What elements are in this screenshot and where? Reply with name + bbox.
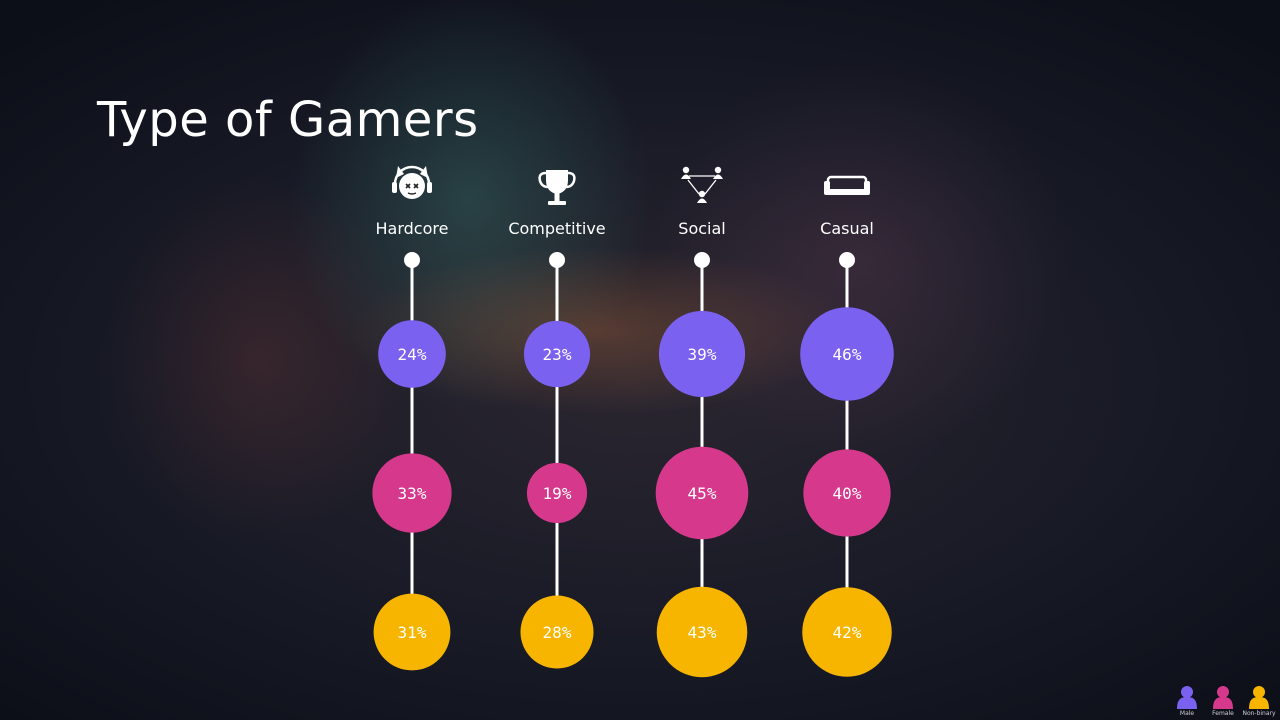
data-label: 31%	[398, 623, 427, 642]
bubble-non-binary	[802, 587, 892, 677]
trophy-icon	[538, 170, 576, 205]
sofa-icon	[824, 175, 870, 195]
category-label: Casual	[820, 219, 874, 238]
bubble-non-binary	[656, 586, 748, 678]
bubble-female	[372, 453, 452, 533]
bubble-male	[523, 320, 591, 388]
bubble-female	[526, 462, 588, 524]
legend-label: Female	[1212, 710, 1234, 717]
data-label: 43%	[688, 623, 717, 642]
column-social: Social 39% 45% 43%	[655, 166, 749, 678]
category-label: Hardcore	[376, 219, 449, 238]
network-icon	[681, 166, 723, 203]
bubble-male	[378, 320, 446, 388]
bubble-male	[658, 310, 746, 398]
data-label: 46%	[833, 345, 862, 364]
data-label: 40%	[833, 484, 862, 503]
legend: Male Female Non-binary	[1172, 685, 1276, 717]
column-hardcore: Hardcore 24% 33% 31%	[372, 165, 452, 671]
category-label: Competitive	[508, 219, 605, 238]
data-label: 24%	[398, 345, 427, 364]
data-label: 33%	[398, 484, 427, 503]
stem-cap	[404, 252, 420, 268]
data-label: 23%	[543, 345, 572, 364]
category-label: Social	[678, 219, 725, 238]
column-casual: Casual 46% 40% 42%	[800, 175, 894, 677]
legend-label: Male	[1179, 710, 1195, 717]
legend-item-nonbinary: Non-binary	[1242, 685, 1276, 717]
headset-icon	[392, 165, 432, 199]
page-title: Type of Gamers	[97, 92, 479, 148]
legend-label: Non-binary	[1242, 710, 1276, 717]
data-label: 28%	[543, 623, 572, 642]
data-label: 42%	[833, 623, 862, 642]
person-icon	[1177, 686, 1197, 709]
stem-cap	[549, 252, 565, 268]
stem-cap	[839, 252, 855, 268]
column-competitive: Competitive 23% 19% 28%	[508, 170, 606, 669]
person-icon	[1249, 686, 1269, 709]
data-label: 45%	[688, 484, 717, 503]
bubble-female	[803, 449, 891, 537]
bubble-female	[655, 446, 749, 540]
person-icon	[1213, 686, 1233, 709]
bubble-non-binary	[520, 595, 594, 669]
legend-item-male: Male	[1172, 685, 1202, 717]
data-label: 19%	[543, 484, 572, 503]
legend-item-female: Female	[1208, 685, 1238, 717]
data-label: 39%	[688, 345, 717, 364]
stem-cap	[694, 252, 710, 268]
bubble-male	[800, 307, 894, 401]
bubble-non-binary	[373, 593, 451, 671]
